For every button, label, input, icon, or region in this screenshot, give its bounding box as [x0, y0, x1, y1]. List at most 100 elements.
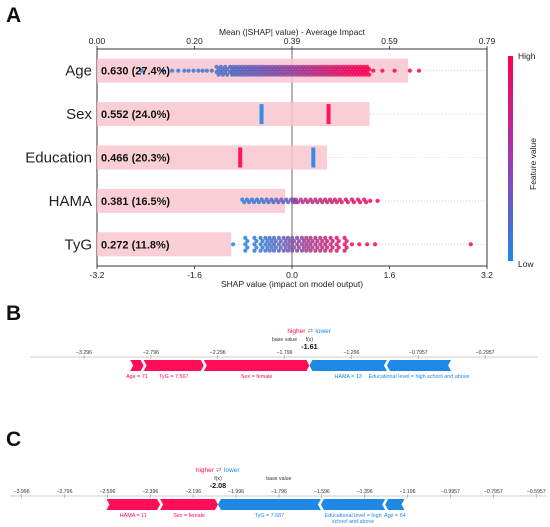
colorbar: High Low Feature value [508, 51, 538, 269]
shap-point [318, 235, 323, 240]
force-feature-label: Sex = female [241, 374, 273, 380]
shap-point [345, 200, 350, 205]
shap-point [310, 245, 315, 250]
shap-point [468, 242, 473, 247]
force-feature-label: Age = 64 [384, 513, 406, 519]
shap-point [318, 242, 323, 247]
shap-point [160, 68, 166, 73]
shap-point [311, 147, 316, 168]
shap-point [200, 68, 205, 73]
force-tick-label: −1.396 [357, 489, 373, 495]
bottom-tick-label: -3.2 [90, 270, 105, 280]
shap-point [245, 245, 250, 250]
force-tick-label: −2.396 [142, 489, 158, 495]
shap-point [310, 239, 315, 244]
shap-point [247, 200, 252, 205]
shap-point [139, 68, 144, 73]
shap-point [269, 239, 274, 244]
force-tick-label: −2.596 [99, 489, 115, 495]
shap-point [334, 235, 339, 240]
force-feature-label: Age = 71 [126, 374, 148, 380]
force-plot-b: −3.296 −2.796 −2.296 −1.796 −1.296 −0.7957 −0.… [30, 328, 538, 380]
shap-point [315, 239, 320, 244]
shap-point [285, 235, 291, 240]
force-feature-label: HAMA = 13 [334, 374, 361, 380]
shap-point [276, 248, 281, 253]
legend-higher: higher [196, 467, 215, 474]
shap-point [271, 248, 277, 253]
shap-point [259, 104, 264, 125]
shap-point [380, 68, 385, 73]
shap-point [306, 245, 311, 250]
force-tick-label: −0.7957 [409, 350, 428, 356]
shap-point [267, 242, 272, 247]
shap-point [290, 248, 295, 253]
shap-point [323, 242, 328, 247]
force-segment-negative [309, 360, 387, 371]
force-tick-label: −3.996 [14, 489, 30, 495]
shap-point [344, 239, 349, 244]
shap-point [318, 248, 323, 253]
shap-point [273, 245, 279, 250]
bottom-axis-title: SHAP value (impact on model output) [221, 279, 363, 289]
force-tick-label: −1.196 [399, 489, 415, 495]
bar-value-label: 0.552 (24.0%) [101, 109, 170, 121]
colorbar-gradient [508, 56, 513, 261]
shap-point [258, 242, 263, 247]
shap-point [243, 242, 248, 247]
force-tick-label: −2.196 [185, 489, 201, 495]
force-tick-label: −2.296 [210, 350, 226, 356]
shap-point [342, 235, 347, 240]
shap-point [281, 248, 286, 253]
importance-bar-sex [97, 102, 370, 127]
feature-label-hama: HAMA [49, 193, 92, 210]
shap-point [320, 245, 325, 250]
shap-point [416, 68, 422, 73]
shap-point [349, 242, 355, 247]
shap-point [271, 235, 277, 240]
force-segment-positive [130, 360, 144, 371]
shap-point [243, 248, 248, 253]
force-tick-label: −1.596 [314, 489, 330, 495]
shap-point [296, 245, 302, 250]
shap-point [286, 200, 291, 205]
force-segment-positive [160, 499, 218, 510]
force-tick-label: −2.796 [56, 489, 72, 495]
force-tick-label: −2.796 [143, 350, 159, 356]
force-tick-label: −0.2957 [476, 350, 495, 356]
legend-arrows: ⇄ [308, 328, 314, 335]
shap-point [357, 200, 363, 205]
shap-point [364, 200, 369, 205]
shap-point [323, 248, 328, 253]
force-feature-label: TyG = 7.567 [159, 374, 189, 380]
shap-point [276, 235, 281, 240]
shap-point [325, 239, 330, 244]
shap-point [372, 242, 378, 247]
shap-point [266, 200, 271, 205]
shap-point [300, 200, 305, 205]
shap-point [357, 242, 362, 247]
shap-point [328, 248, 333, 253]
force-feature-label: TyG = 7.687 [255, 513, 285, 519]
shap-point [252, 242, 257, 247]
force-segment-positive [203, 360, 310, 371]
shap-point [342, 248, 347, 253]
fx-label: f(x) [214, 476, 222, 482]
shap-point [313, 248, 318, 253]
force-tick-label: −0.9957 [441, 489, 460, 495]
panel-label-c: C [6, 428, 21, 451]
shap-point [290, 235, 295, 240]
shap-point [186, 68, 191, 73]
shap-point [182, 68, 187, 73]
shap-point [330, 239, 335, 244]
shap-point [283, 245, 288, 250]
legend-higher: higher [287, 328, 306, 335]
force-plot-c: −3.996 −2.796 −2.596 −2.396 −2.196 −1.996 −1.7… [10, 467, 546, 525]
shap-point [170, 68, 175, 73]
shap-point [308, 248, 313, 253]
fx-label: f(x) [306, 337, 314, 343]
force-segment-negative [385, 499, 405, 510]
shap-point [243, 235, 248, 240]
bar-value-label: 0.630 (27.4%) [101, 66, 170, 78]
